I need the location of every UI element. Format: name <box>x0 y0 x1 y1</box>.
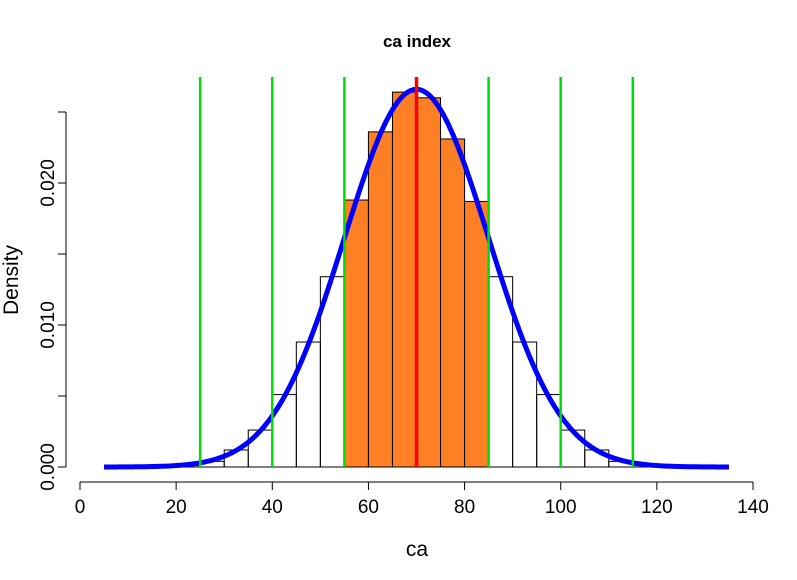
y-tick-label: 0.010 <box>38 301 59 349</box>
histogram-bar <box>536 394 562 468</box>
x-tick-label: 120 <box>641 497 673 518</box>
y-tick-label: 0.020 <box>38 159 59 207</box>
histogram-bar <box>271 394 297 468</box>
histogram-bar <box>343 199 369 468</box>
histogram-bar <box>416 97 442 468</box>
x-tick-label: 20 <box>166 497 187 518</box>
x-tick-label: 0 <box>75 497 86 518</box>
reference-lines <box>198 77 635 467</box>
histogram-bar <box>391 91 418 468</box>
x-axis-label: ca <box>406 538 429 561</box>
y-axis-label: Density <box>0 244 23 315</box>
histogram-bar <box>464 200 490 468</box>
histogram-bar <box>440 138 466 468</box>
y-axis: 0.000 0.010 0.020 <box>38 111 67 491</box>
histogram-bar <box>367 131 393 468</box>
x-tick-label: 140 <box>737 497 769 518</box>
histogram-bar <box>247 429 273 468</box>
x-tick-label: 60 <box>358 497 379 518</box>
y-tick-label: 0.000 <box>38 443 59 491</box>
x-tick-label: 80 <box>454 497 475 518</box>
chart-title: ca index <box>383 32 452 51</box>
x-tick-label: 100 <box>545 497 577 518</box>
histogram-bar <box>560 429 586 468</box>
x-tick-label: 40 <box>262 497 283 518</box>
x-axis: 0 20 40 60 80 100 120 140 <box>75 481 769 518</box>
